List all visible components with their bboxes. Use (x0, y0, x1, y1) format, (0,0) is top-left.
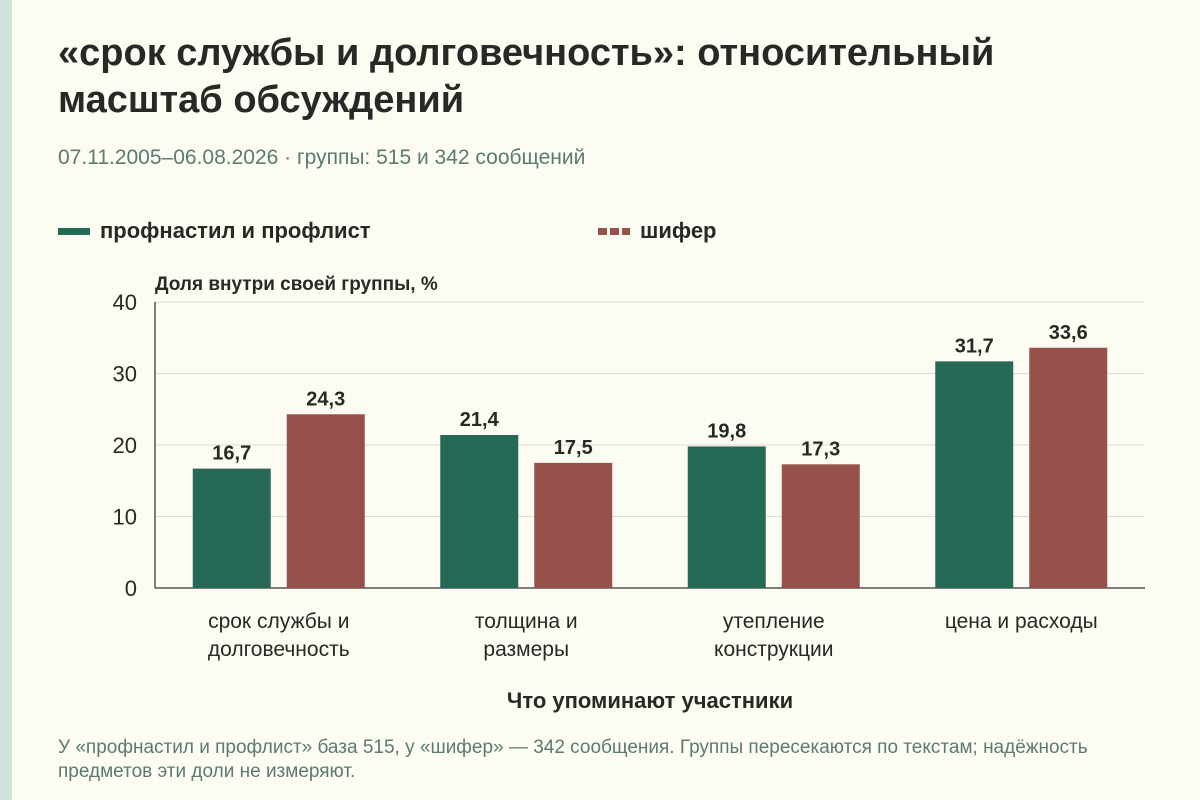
bar (781, 464, 860, 588)
data-label: 17,3 (801, 438, 840, 460)
chart-caption: У «профнастил и профлист» база 515, у «ш… (58, 737, 1088, 782)
y-tick-label: 40 (113, 290, 137, 315)
y-tick-label: 0 (125, 576, 137, 601)
x-tick-label: утепление (723, 610, 825, 633)
bar (192, 468, 271, 588)
y-tick-label: 30 (113, 362, 137, 387)
bar-chart: 0 10 20 30 40 Доля внутри своей группы, % 16,7… (113, 274, 1145, 713)
legend-item-series-1: шифер (598, 218, 717, 244)
legend-swatch-series-0 (58, 227, 90, 235)
bar (1029, 347, 1108, 588)
y-tick-label: 10 (113, 505, 137, 530)
x-tick-label: толщина и (475, 610, 578, 633)
x-tick-label: конструкции (714, 638, 833, 661)
data-label: 19,8 (707, 420, 746, 442)
data-label: 24,3 (306, 388, 345, 410)
legend-item-series-0: профнастил и профлист (58, 218, 371, 244)
side-stripe (0, 0, 12, 800)
x-tick-label: срок службы и (208, 610, 349, 633)
chart-subtitle: 07.11.2005–06.08.2026 · группы: 515 и 34… (58, 146, 586, 169)
bar (286, 414, 365, 588)
bar (687, 446, 766, 588)
bar (935, 361, 1014, 588)
data-label: 33,6 (1049, 322, 1088, 344)
chart-title: «срок службы и долговечность»: относител… (58, 32, 995, 121)
legend-label-series-1: шифер (640, 218, 717, 243)
x-tick-label: цена и расходы (945, 610, 1098, 633)
x-tick-label: размеры (483, 638, 569, 661)
y-tick-label: 20 (113, 433, 137, 458)
x-tick-label: долговечность (208, 638, 350, 661)
data-label: 21,4 (460, 409, 500, 431)
data-label: 16,7 (212, 443, 251, 465)
x-axis-label: Что упоминают участники (507, 688, 793, 713)
y-axis-label: Доля внутри своей группы, % (155, 274, 438, 295)
legend: профнастил и профлист шифер (0, 218, 1200, 248)
bar (440, 434, 519, 588)
data-label: 17,5 (554, 437, 593, 459)
legend-swatch-series-1 (598, 227, 630, 235)
data-label: 31,7 (955, 335, 994, 357)
legend-label-series-0: профнастил и профлист (100, 218, 371, 243)
bar (534, 462, 613, 588)
